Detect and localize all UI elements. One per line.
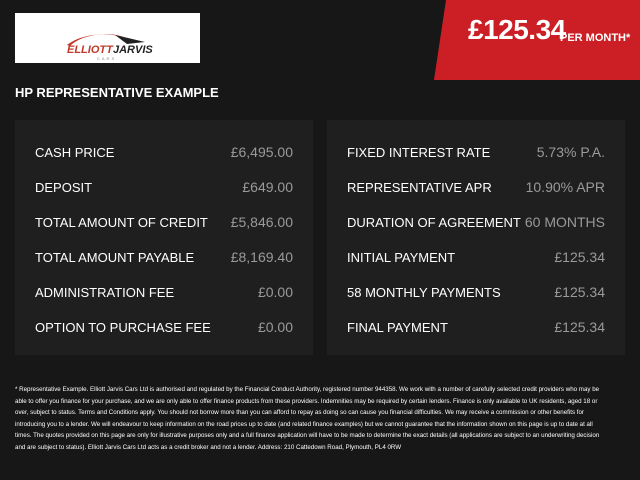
per-month-label: PER MONTH*	[560, 32, 631, 44]
car-logo-icon: ELLIOTT JARVIS CARS	[67, 34, 153, 61]
row-label: DEPOSIT	[35, 179, 93, 195]
row-value: £649.00	[242, 179, 293, 195]
row-value: £125.34	[554, 284, 605, 300]
svg-text:ELLIOTT: ELLIOTT	[67, 44, 114, 56]
row-label: FIXED INTEREST RATE	[347, 144, 491, 160]
row-value: £5,846.00	[230, 214, 293, 230]
row-value: £0.00	[257, 319, 293, 335]
finance-row: CASH PRICE £6,495.00	[35, 142, 293, 162]
row-label: CASH PRICE	[35, 144, 115, 160]
row-value: £125.34	[554, 249, 605, 265]
row-value: £6,495.00	[230, 144, 293, 160]
finance-row: FIXED INTEREST RATE 5.73% P.A.	[347, 142, 605, 162]
svg-text:CARS: CARS	[97, 56, 116, 61]
row-value: £0.00	[257, 284, 293, 300]
finance-panel-right: FIXED INTEREST RATE 5.73% P.A. REPRESENTAT…	[327, 120, 625, 355]
row-label: ADMINISTRATION FEE	[35, 284, 175, 300]
monthly-price-banner: £125.34 PER MONTH*	[434, 0, 640, 80]
row-label: DURATION OF AGREEMENT	[347, 214, 521, 230]
disclaimer-text: * Representative Example. Elliott Jarvis…	[15, 386, 600, 451]
section-heading: HP REPRESENTATIVE EXAMPLE	[15, 85, 219, 100]
row-label: 58 MONTHLY PAYMENTS	[347, 284, 501, 300]
row-value: £125.34	[554, 319, 605, 335]
logo[interactable]: ELLIOTT JARVIS CARS	[15, 13, 200, 63]
row-label: TOTAL AMOUNT PAYABLE	[35, 249, 195, 265]
finance-row: FINAL PAYMENT £125.34	[347, 317, 605, 337]
finance-row: TOTAL AMOUNT PAYABLE £8,169.40	[35, 247, 293, 267]
finance-panel-left: CASH PRICE £6,495.00 DEPOSIT £649.00 TOTAL A…	[15, 120, 313, 355]
row-value: 10.90% APR	[525, 179, 605, 195]
row-value: £8,169.40	[230, 249, 293, 265]
row-value: 5.73% P.A.	[536, 144, 605, 160]
finance-row: DURATION OF AGREEMENT 60 MONTHS	[347, 212, 605, 232]
finance-row: ADMINISTRATION FEE £0.00	[35, 282, 293, 302]
svg-text:JARVIS: JARVIS	[113, 44, 153, 56]
row-label: FINAL PAYMENT	[347, 319, 448, 335]
row-label: INITIAL PAYMENT	[347, 249, 456, 265]
finance-row: TOTAL AMOUNT OF CREDIT £5,846.00	[35, 212, 293, 232]
finance-row: DEPOSIT £649.00	[35, 177, 293, 197]
monthly-price: £125.34	[468, 14, 566, 45]
finance-row: REPRESENTATIVE APR 10.90% APR	[347, 177, 605, 197]
row-label: TOTAL AMOUNT OF CREDIT	[35, 214, 208, 230]
row-label: OPTION TO PURCHASE FEE	[35, 319, 211, 335]
finance-row: INITIAL PAYMENT £125.34	[347, 247, 605, 267]
finance-row: 58 MONTHLY PAYMENTS £125.34	[347, 282, 605, 302]
row-value: 60 MONTHS	[524, 214, 605, 230]
row-label: REPRESENTATIVE APR	[347, 179, 492, 195]
finance-row: OPTION TO PURCHASE FEE £0.00	[35, 317, 293, 337]
